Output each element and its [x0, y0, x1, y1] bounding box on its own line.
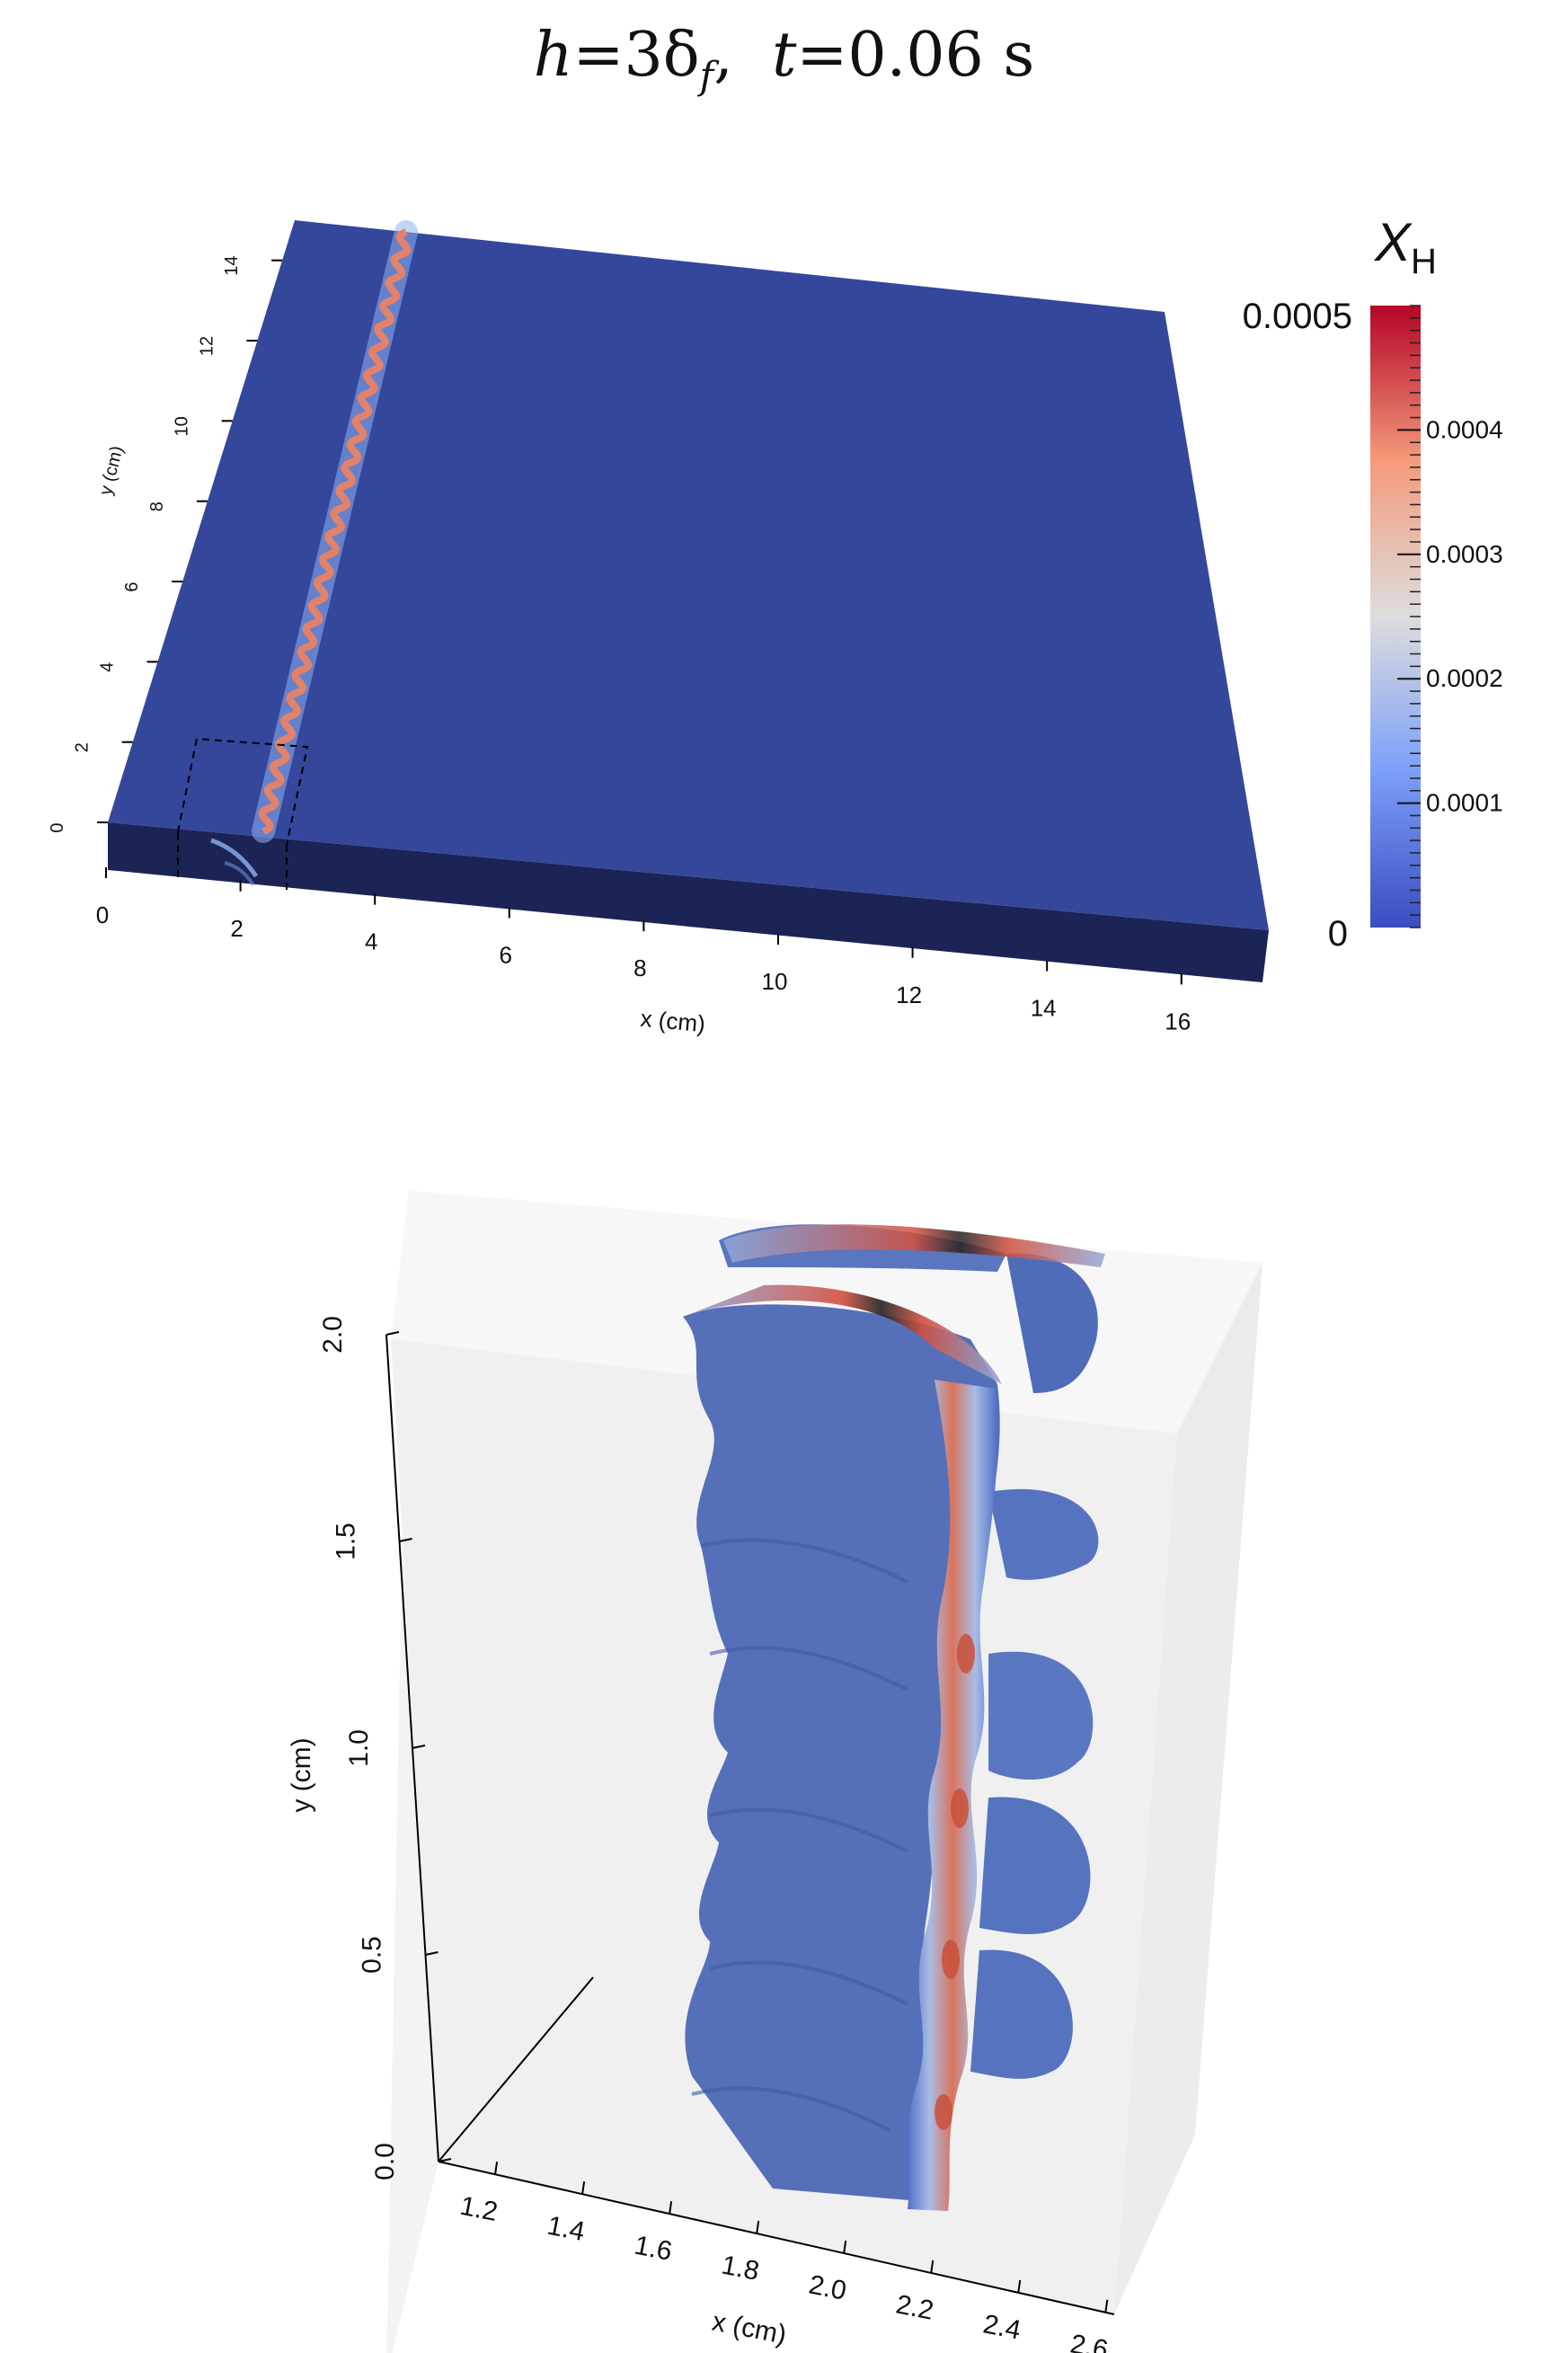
top-x-tick-label: 0: [96, 901, 109, 928]
colorbar: XH 0.0004 0.0003 0.0002 0.0001 0.0005 0: [1243, 212, 1503, 954]
top-y-axis-label: y (cm): [96, 444, 128, 497]
bottom-x-tick-label: 2.0: [806, 2269, 848, 2305]
top-x-tick-label: 10: [762, 968, 788, 995]
top-y-tick-label: 4: [97, 662, 117, 672]
bottom-y-axis: 0.0 0.5 1.0 1.5 2.0: [318, 1316, 452, 2180]
bottom-x-tick-label: 2.4: [980, 2309, 1023, 2345]
bottom-x-tick-label: 2.2: [893, 2289, 935, 2325]
top-x-tick-label: 4: [365, 928, 377, 955]
top-y-tick-label: 14: [222, 256, 242, 276]
bottom-y-tick-label: 2.0: [318, 1316, 348, 1354]
bottom-x-tick-label: 1.4: [545, 2211, 587, 2247]
top-y-axis: 0 2 4 6 8 10 12 14: [48, 256, 283, 833]
top-x-tick-label: 14: [1031, 995, 1057, 1022]
bottom-y-tick-label: 1.0: [344, 1729, 374, 1767]
top-x-tick-label: 2: [230, 915, 243, 942]
top-y-tick-label: 8: [147, 502, 167, 511]
top-y-tick-label: 2: [73, 742, 93, 752]
colorbar-tick-label: 0.0001: [1426, 789, 1503, 817]
colorbar-title: XH: [1373, 212, 1437, 281]
top-x-tick-label: 6: [500, 941, 512, 968]
bottom-x-tick-label: 1.8: [719, 2251, 761, 2286]
figure-title: h=3δf, t=0.06 s: [533, 20, 1035, 98]
domain-front-face: [108, 822, 1269, 982]
zoom-region-box: [177, 737, 309, 892]
top-x-tick-label: 12: [896, 981, 922, 1008]
colorbar-tick-label: 0.0002: [1426, 664, 1503, 692]
top-y-tick-label: 6: [122, 582, 142, 591]
top-y-tick-label: 0: [48, 822, 67, 832]
top-x-axis: 0 2 4 6 8 10 12 14 16: [96, 867, 1191, 1034]
top-x-tick-label: 8: [633, 955, 646, 981]
bottom-y-tick-label: 0.0: [370, 2143, 400, 2180]
reaction-zone-cut: [907, 1380, 998, 2211]
top-x-axis-label: x (cm): [639, 1005, 706, 1038]
bottom-y-tick-label: 1.5: [332, 1523, 361, 1560]
flame-side: [210, 838, 259, 878]
flame-surface-3d: [683, 1224, 1105, 2211]
domain-top-face: [108, 220, 1269, 930]
top-y-tick-label: 10: [173, 416, 192, 436]
bottom-y-axis-label: y (cm): [287, 1737, 316, 1812]
colorbar-min-label: 0: [1328, 914, 1348, 954]
bottom-x-tick-label: 2.6: [1067, 2329, 1110, 2353]
flame-front: [258, 228, 412, 835]
bottom-x-tick-label: 1.6: [632, 2231, 674, 2267]
zoom-view-3d: 0.0 0.5 1.0 1.5 2.0 1.2 1.4 1.6 1.8 2.0 2.2 2.4 2.6…: [287, 1191, 1262, 2353]
colorbar-tick-label: 0.0004: [1426, 415, 1503, 443]
bottom-y-tick-label: 0.5: [358, 1936, 387, 1974]
bottom-x-axis-label: x (cm): [710, 2307, 789, 2350]
colorbar-max-label: 0.0005: [1243, 297, 1352, 336]
colorbar-tick-label: 0.0003: [1426, 540, 1503, 568]
bottom-x-axis: 1.2 1.4 1.6 1.8 2.0 2.2 2.4 2.6: [457, 2162, 1111, 2353]
bottom-x-tick-label: 1.2: [457, 2191, 500, 2227]
top-x-tick-label: 16: [1165, 1008, 1191, 1034]
top-y-tick-label: 12: [197, 336, 217, 356]
